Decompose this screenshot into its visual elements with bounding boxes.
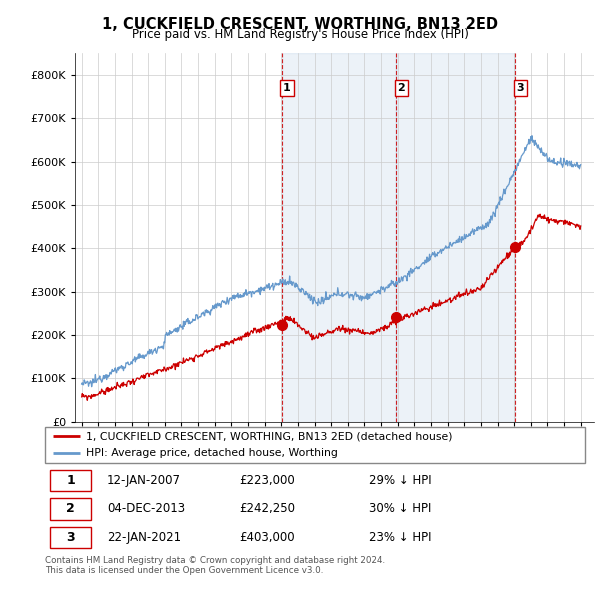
Text: Contains HM Land Registry data © Crown copyright and database right 2024.
This d: Contains HM Land Registry data © Crown c…	[45, 556, 385, 575]
Text: £403,000: £403,000	[239, 531, 295, 544]
Text: 2: 2	[397, 83, 405, 93]
Text: Price paid vs. HM Land Registry's House Price Index (HPI): Price paid vs. HM Land Registry's House …	[131, 28, 469, 41]
Text: £242,250: £242,250	[239, 502, 295, 516]
Text: 1: 1	[283, 83, 291, 93]
Text: 3: 3	[517, 83, 524, 93]
FancyBboxPatch shape	[50, 499, 91, 520]
Text: 29% ↓ HPI: 29% ↓ HPI	[369, 474, 431, 487]
Text: 3: 3	[67, 531, 75, 544]
Text: HPI: Average price, detached house, Worthing: HPI: Average price, detached house, Wort…	[86, 448, 337, 458]
Text: 04-DEC-2013: 04-DEC-2013	[107, 502, 185, 516]
FancyBboxPatch shape	[50, 470, 91, 491]
Text: £223,000: £223,000	[239, 474, 295, 487]
Text: 23% ↓ HPI: 23% ↓ HPI	[369, 531, 431, 544]
FancyBboxPatch shape	[45, 427, 585, 463]
Text: 1, CUCKFIELD CRESCENT, WORTHING, BN13 2ED (detached house): 1, CUCKFIELD CRESCENT, WORTHING, BN13 2E…	[86, 431, 452, 441]
Text: 2: 2	[66, 502, 75, 516]
Text: 30% ↓ HPI: 30% ↓ HPI	[369, 502, 431, 516]
FancyBboxPatch shape	[50, 527, 91, 548]
Bar	[282, 53, 397, 422]
Bar	[397, 53, 515, 422]
Text: 1: 1	[66, 474, 75, 487]
Text: 12-JAN-2007: 12-JAN-2007	[107, 474, 181, 487]
Text: 1, CUCKFIELD CRESCENT, WORTHING, BN13 2ED: 1, CUCKFIELD CRESCENT, WORTHING, BN13 2E…	[102, 17, 498, 31]
Text: 22-JAN-2021: 22-JAN-2021	[107, 531, 181, 544]
